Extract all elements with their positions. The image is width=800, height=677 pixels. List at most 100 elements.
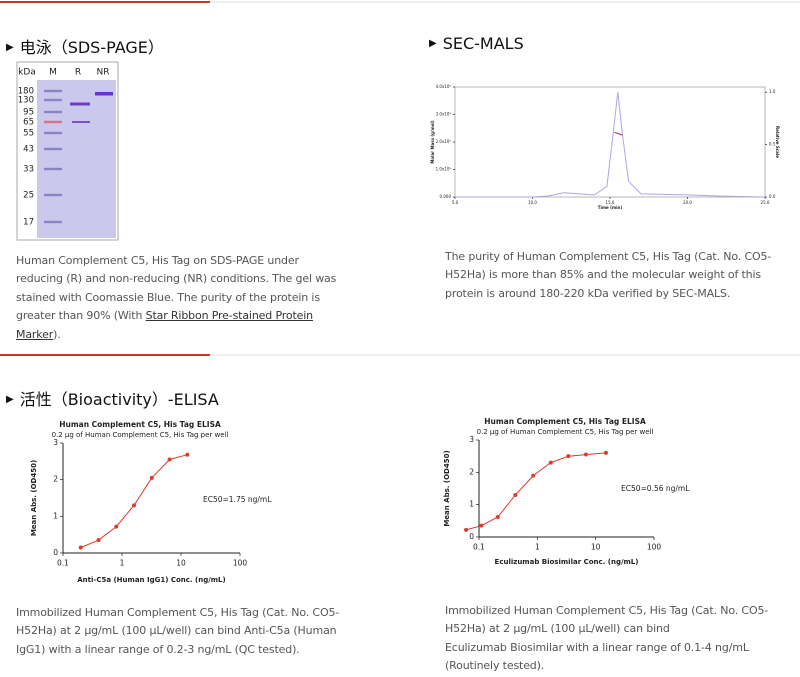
x-tick-label: 1 xyxy=(120,559,125,568)
caption-line: Immobilized Human Complement C5, His Tag… xyxy=(16,604,339,622)
chart-title: Human Complement C5, His Tag ELISA xyxy=(484,417,646,426)
data-point xyxy=(114,524,119,529)
y-tick-label: 0.000 xyxy=(440,194,452,199)
y2-tick-label: 1.0 xyxy=(769,89,776,94)
marker-label: 55 xyxy=(23,129,34,139)
marker-band xyxy=(44,147,62,151)
caption-text: reducing (R) and non-reducing (NR) condi… xyxy=(16,272,337,286)
marker-label: 65 xyxy=(23,118,34,128)
y2-tick-label: 0.5 xyxy=(769,142,776,147)
lane-header: NR xyxy=(97,68,110,78)
data-point xyxy=(495,514,500,519)
chart-subtitle: 0.2 μg of Human Complement C5, His Tag p… xyxy=(52,431,229,439)
caption-line: Eculizumab Biosimilar with a linear rang… xyxy=(445,639,768,657)
data-point xyxy=(583,452,588,457)
caption-line: protein is around 180-220 kDa verified b… xyxy=(445,285,771,303)
data-point xyxy=(96,538,101,543)
band xyxy=(72,121,90,123)
marker-label: 95 xyxy=(23,108,34,118)
marker-band xyxy=(44,167,62,171)
y-tick-label: 3.0x10⁵ xyxy=(436,112,452,117)
title-text: 电泳（SDS-PAGE） xyxy=(19,38,164,57)
caption-text: H52Ha) at 2 μg/mL (100 μL/well) can bind xyxy=(445,622,670,636)
caption-line: H52Ha) at 2 μg/mL (100 μL/well) can bind… xyxy=(16,622,339,640)
caption-line: IgG1) with a linear range of 0.2-3 ng/mL… xyxy=(16,641,339,659)
caption-text: ). xyxy=(53,327,61,341)
y-tick-label: 1 xyxy=(53,511,58,520)
data-point xyxy=(167,457,172,462)
y-axis-label: Mean Abs. (OD450) xyxy=(30,460,38,536)
caption: The purity of Human Complement C5, His T… xyxy=(445,248,771,303)
y-axis-label: Molar Mass (g/mol) xyxy=(430,120,435,163)
marker-label: 130 xyxy=(18,96,34,106)
y-axis-label: Mean Abs. (OD450) xyxy=(443,450,451,526)
marker-band xyxy=(44,98,62,102)
marker-label: 33 xyxy=(23,165,34,175)
caption-text: Immobilized Human Complement C5, His Tag… xyxy=(16,606,340,619)
section-title: ▶ 电泳（SDS-PAGE） xyxy=(6,38,164,57)
data-point xyxy=(548,460,553,465)
caption: Immobilized Human Complement C5, His Tag… xyxy=(16,604,339,659)
marker-band xyxy=(44,110,62,114)
caption: Human Complement C5, His Tag on SDS-PAGE… xyxy=(16,252,336,344)
data-point xyxy=(513,492,518,497)
y-tick-label: 1 xyxy=(469,500,474,509)
caption-text: Human Complement C5, His Tag on SDS-PAGE… xyxy=(16,254,299,267)
caption-line: Immobilized Human Complement C5, His Tag… xyxy=(445,602,768,620)
link[interactable]: Marker xyxy=(16,327,54,341)
marker-label: 43 xyxy=(23,145,34,155)
caption-line: reducing (R) and non-reducing (NR) condi… xyxy=(16,270,336,288)
data-point xyxy=(479,523,484,528)
lane-header: R xyxy=(75,68,81,78)
x-tick-label: 1 xyxy=(535,543,540,552)
marker-band xyxy=(44,193,62,197)
x-tick-label: 15.0 xyxy=(606,200,615,205)
caption-text: protein is around 180-220 kDa verified b… xyxy=(445,286,731,300)
marker-label: 180 xyxy=(18,87,34,97)
section-title: ▶ SEC-MALS xyxy=(429,34,524,53)
x-tick-label: 0.1 xyxy=(57,559,69,568)
data-point xyxy=(464,527,469,532)
link[interactable]: Star Ribbon Pre-stained Protein xyxy=(145,309,313,323)
caption-text: Immobilized Human Complement C5, His Tag… xyxy=(445,604,769,617)
x-tick-label: 100 xyxy=(233,559,248,568)
marker-band xyxy=(44,89,62,93)
divider-accent xyxy=(0,354,210,356)
chart-subtitle: 0.2 μg of Human Complement C5, His Tag p… xyxy=(477,428,654,436)
series-line xyxy=(614,131,623,136)
x-axis-label: Time (min) xyxy=(598,205,623,210)
caption-line: Human Complement C5, His Tag on SDS-PAGE… xyxy=(16,252,336,270)
caption-text: H52Ha) at 2 μg/mL (100 μL/well) can bind… xyxy=(16,624,337,638)
band xyxy=(70,102,90,106)
series-line xyxy=(455,92,766,198)
caption-text: (Routinely tested). xyxy=(445,659,545,673)
x-axis-label: Eculizumab Biosimilar Conc. (ng/mL) xyxy=(495,558,639,566)
y-tick-label: 4.0x10⁵ xyxy=(436,84,452,89)
annotation: EC50=1.75 ng/mL xyxy=(203,495,272,504)
x-tick-label: 10.0 xyxy=(528,200,537,205)
caption-line: H52Ha) is more than 85% and the molecula… xyxy=(445,266,771,284)
marker-label: 17 xyxy=(23,218,34,228)
x-tick-label: 10 xyxy=(176,559,186,568)
marker-band xyxy=(44,131,62,135)
series-line xyxy=(80,454,188,548)
lane-header: M xyxy=(49,68,57,78)
divider xyxy=(210,1,800,3)
caption-text: H52Ha) is more than 85% and the molecula… xyxy=(445,268,761,282)
caption-text: greater than 90% (With xyxy=(16,309,146,323)
gel xyxy=(37,80,116,238)
y-tick-label: 0 xyxy=(53,548,58,557)
caption-text: The purity of Human Complement C5, His T… xyxy=(445,250,772,263)
data-point xyxy=(78,545,83,550)
y-tick-label: 2 xyxy=(53,475,58,484)
marker-band xyxy=(44,220,62,224)
title-text: SEC-MALS xyxy=(442,34,524,53)
caption-line: stained with Coomassie Blue. The purity … xyxy=(16,289,336,307)
y-tick-label: 0 xyxy=(469,532,474,541)
marker-label: 25 xyxy=(23,191,34,201)
x-axis-label: Anti-C5a (Human IgG1) Conc. (ng/mL) xyxy=(77,576,225,584)
data-point xyxy=(603,450,608,455)
caption: Immobilized Human Complement C5, His Tag… xyxy=(445,602,768,676)
lane-header: kDa xyxy=(18,68,36,78)
